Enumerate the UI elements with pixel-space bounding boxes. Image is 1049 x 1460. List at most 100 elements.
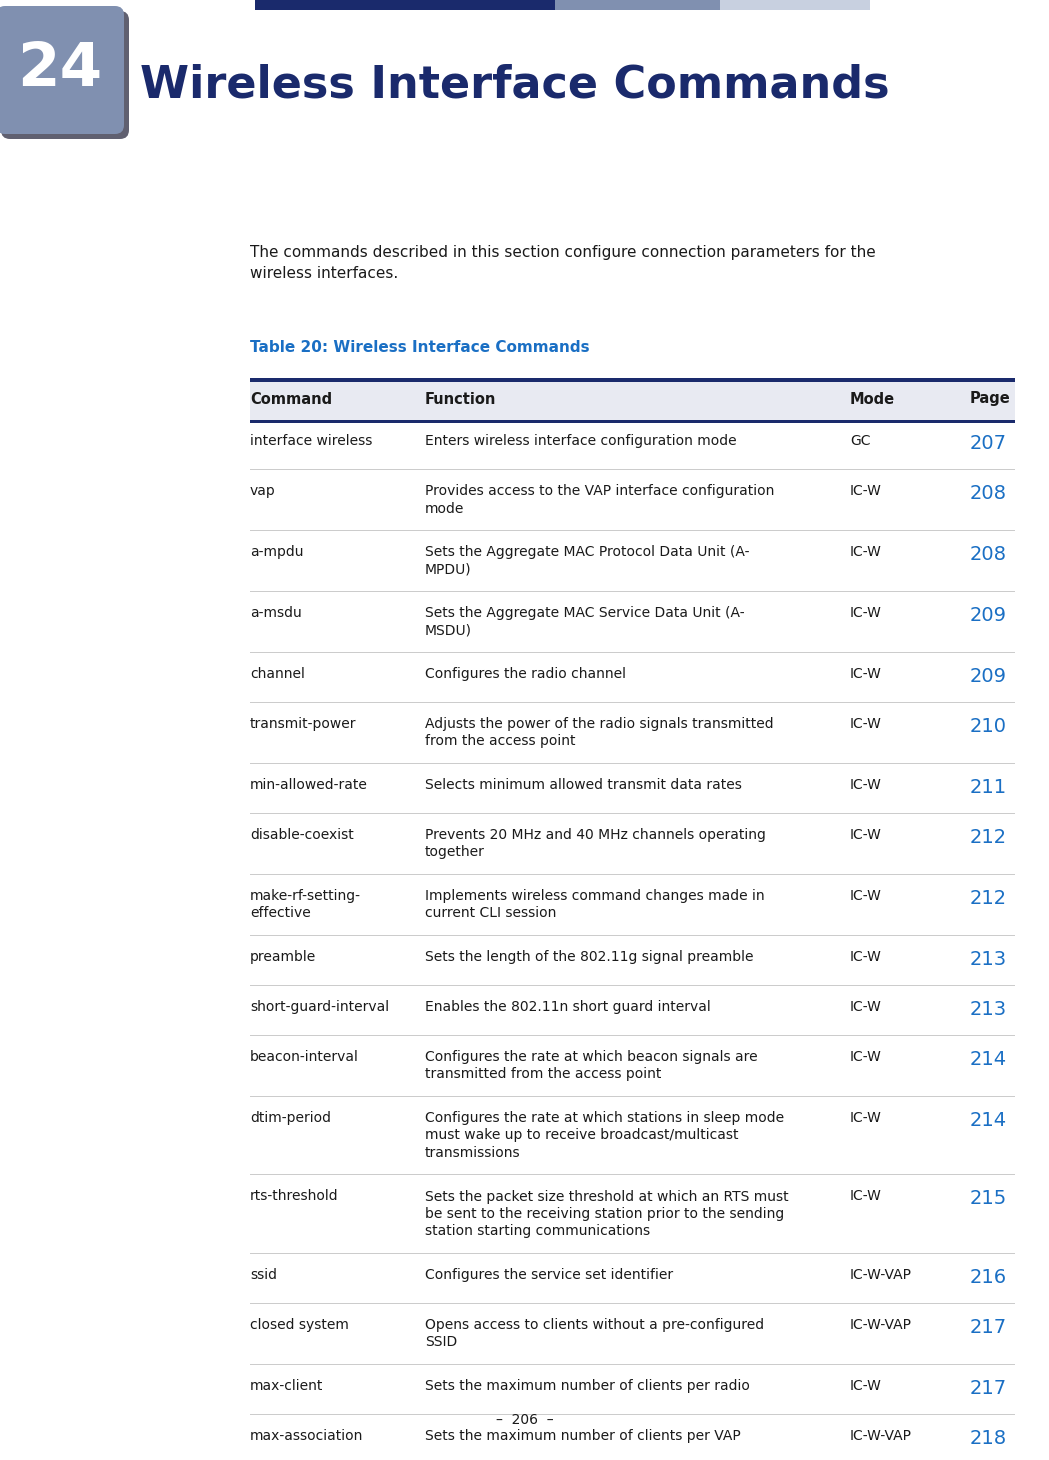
Text: a-mpdu: a-mpdu [250,545,303,559]
Text: IC-W: IC-W [850,889,882,902]
Text: Enables the 802.11n short guard interval: Enables the 802.11n short guard interval [425,1000,711,1015]
Text: IC-W-VAP: IC-W-VAP [850,1267,912,1282]
Text: 207: 207 [970,434,1007,453]
Text: IC-W: IC-W [850,667,882,680]
Text: Command: Command [250,391,333,406]
Text: beacon-interval: beacon-interval [250,1050,359,1064]
Text: Opens access to clients without a pre-configured: Opens access to clients without a pre-co… [425,1318,764,1332]
Text: from the access point: from the access point [425,734,576,749]
Text: max-client: max-client [250,1380,323,1393]
Text: Configures the service set identifier: Configures the service set identifier [425,1267,673,1282]
Text: short-guard-interval: short-guard-interval [250,1000,389,1015]
Text: Configures the rate at which beacon signals are: Configures the rate at which beacon sign… [425,1050,757,1064]
Text: IC-W-VAP: IC-W-VAP [850,1318,912,1332]
Text: together: together [425,845,485,860]
Text: IC-W: IC-W [850,828,882,842]
Text: 213: 213 [970,950,1007,969]
Text: IC-W: IC-W [850,1190,882,1203]
Text: Table 20: Wireless Interface Commands: Table 20: Wireless Interface Commands [250,340,590,355]
Text: Sets the maximum number of clients per VAP: Sets the maximum number of clients per V… [425,1429,741,1442]
Text: IC-W: IC-W [850,545,882,559]
Text: Sets the length of the 802.11g signal preamble: Sets the length of the 802.11g signal pr… [425,950,753,964]
Text: mode: mode [425,501,465,515]
Text: vap: vap [250,485,276,498]
Text: 210: 210 [970,717,1007,736]
Bar [255,0,555,10]
Text: max-association: max-association [250,1429,363,1442]
Text: Wireless Interface Commands: Wireless Interface Commands [140,63,890,107]
Text: IC-W: IC-W [850,950,882,964]
Text: 217: 217 [970,1380,1007,1399]
Text: SSID: SSID [425,1336,457,1349]
Text: be sent to the receiving station prior to the sending: be sent to the receiving station prior t… [425,1207,785,1221]
Text: 212: 212 [970,828,1007,847]
Text: disable-coexist: disable-coexist [250,828,354,842]
Text: 209: 209 [970,606,1007,625]
Text: IC-W: IC-W [850,1380,882,1393]
Text: The commands described in this section configure connection parameters for the
w: The commands described in this section c… [250,245,876,280]
Bar [720,0,870,10]
Bar [250,378,1015,381]
Text: 213: 213 [970,1000,1007,1019]
Text: 215: 215 [970,1190,1007,1209]
Text: Adjusts the power of the radio signals transmitted: Adjusts the power of the radio signals t… [425,717,773,731]
Text: preamble: preamble [250,950,316,964]
Bar [250,420,1015,423]
Text: 209: 209 [970,667,1007,686]
Text: –  206  –: – 206 – [496,1413,553,1426]
Text: 212: 212 [970,889,1007,908]
Text: Implements wireless command changes made in: Implements wireless command changes made… [425,889,765,902]
Text: 208: 208 [970,545,1007,564]
Text: 24: 24 [18,41,103,99]
Text: Configures the rate at which stations in sleep mode: Configures the rate at which stations in… [425,1111,784,1126]
Text: Configures the radio channel: Configures the radio channel [425,667,626,680]
Text: IC-W: IC-W [850,717,882,731]
FancyBboxPatch shape [0,6,124,134]
Text: 211: 211 [970,778,1007,797]
FancyBboxPatch shape [1,12,129,139]
Text: transmissions: transmissions [425,1146,520,1161]
Text: 216: 216 [970,1267,1007,1288]
Text: transmit-power: transmit-power [250,717,357,731]
Text: Sets the Aggregate MAC Service Data Unit (A-: Sets the Aggregate MAC Service Data Unit… [425,606,745,620]
Text: Provides access to the VAP interface configuration: Provides access to the VAP interface con… [425,485,774,498]
Text: IC-W: IC-W [850,606,882,620]
Text: effective: effective [250,907,311,920]
Text: ssid: ssid [250,1267,277,1282]
Text: IC-W: IC-W [850,1000,882,1015]
Text: 217: 217 [970,1318,1007,1337]
Text: current CLI session: current CLI session [425,907,556,920]
Text: min-allowed-rate: min-allowed-rate [250,778,368,791]
Text: 218: 218 [970,1429,1007,1448]
Text: GC: GC [850,434,871,448]
Text: must wake up to receive broadcast/multicast: must wake up to receive broadcast/multic… [425,1129,738,1143]
Text: closed system: closed system [250,1318,349,1332]
Text: transmitted from the access point: transmitted from the access point [425,1067,661,1082]
Text: a-msdu: a-msdu [250,606,302,620]
Text: Selects minimum allowed transmit data rates: Selects minimum allowed transmit data ra… [425,778,742,791]
Text: channel: channel [250,667,305,680]
Text: Mode: Mode [850,391,895,406]
Text: Sets the packet size threshold at which an RTS must: Sets the packet size threshold at which … [425,1190,789,1203]
Text: Prevents 20 MHz and 40 MHz channels operating: Prevents 20 MHz and 40 MHz channels oper… [425,828,766,842]
Text: station starting communications: station starting communications [425,1225,650,1238]
Text: IC-W: IC-W [850,778,882,791]
Text: 214: 214 [970,1111,1007,1130]
Text: rts-threshold: rts-threshold [250,1190,339,1203]
Bar [250,378,1015,420]
Text: dtim-period: dtim-period [250,1111,331,1126]
Text: 214: 214 [970,1050,1007,1069]
Text: interface wireless: interface wireless [250,434,372,448]
Text: Sets the Aggregate MAC Protocol Data Unit (A-: Sets the Aggregate MAC Protocol Data Uni… [425,545,749,559]
Text: Page: Page [970,391,1011,406]
Bar [555,0,720,10]
Text: Function: Function [425,391,496,406]
Text: IC-W-VAP: IC-W-VAP [850,1429,912,1442]
Text: IC-W: IC-W [850,1050,882,1064]
Text: MSDU): MSDU) [425,623,472,638]
Text: 208: 208 [970,485,1007,504]
Text: IC-W: IC-W [850,1111,882,1126]
Text: Sets the maximum number of clients per radio: Sets the maximum number of clients per r… [425,1380,750,1393]
Text: make-rf-setting-: make-rf-setting- [250,889,361,902]
Text: MPDU): MPDU) [425,562,472,577]
